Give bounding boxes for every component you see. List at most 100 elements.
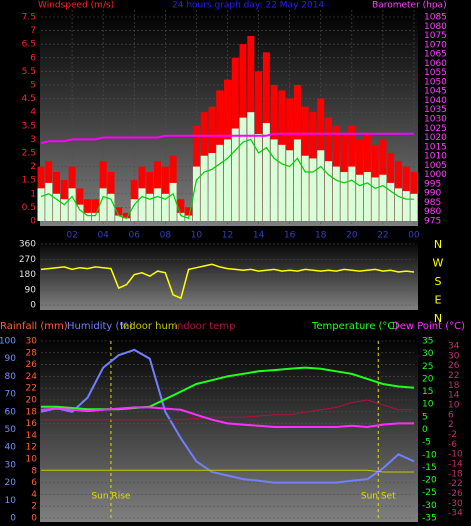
y-tick-label: -14 (448, 459, 463, 469)
y-tick-label: 1025 (424, 124, 447, 134)
bar (84, 212, 92, 221)
bar (53, 193, 61, 221)
bar (169, 182, 177, 221)
y-axis-label: Windspeed (m/s) (38, 1, 114, 11)
y-tick-label: 3.5 (22, 121, 36, 131)
y-tick-label: 6 (30, 53, 36, 63)
y-tick-label: 14 (448, 391, 460, 401)
compass-label: S (435, 275, 442, 288)
y-tick-label: 22 (26, 384, 37, 394)
x-tick-label: 12 (222, 231, 233, 241)
line (40, 132, 414, 145)
y-tick-label: 30 (448, 351, 460, 361)
y-tick-label: -10 (422, 450, 437, 460)
y-tick-label: 1045 (424, 87, 447, 97)
y-tick-label: 1000 (424, 170, 447, 180)
y2-axis-label: Barometer (hpa) (372, 1, 447, 11)
bar (325, 161, 333, 221)
y-tick-label: 3 (30, 135, 36, 145)
y-tick-label: 2 (30, 162, 36, 172)
y-tick-label: -10 (448, 450, 463, 460)
bar (239, 117, 247, 221)
x-tick-label: 06 (129, 231, 141, 241)
bar (161, 193, 169, 221)
y-tick-label: 7 (30, 26, 36, 36)
annotation: Sun Rise (91, 492, 130, 502)
line (41, 399, 414, 421)
y-tick-label: 6.5 (22, 40, 36, 50)
y-tick-label: 22 (448, 371, 459, 381)
y-tick-label: -34 (448, 509, 463, 519)
legend-entry: Dew Point (°C) (392, 321, 465, 332)
x-tick-label: 02 (66, 231, 77, 241)
y-tick-label: 1050 (424, 77, 447, 87)
bar (177, 212, 185, 221)
bar (45, 182, 53, 221)
x-tick-label: 04 (97, 231, 109, 241)
y-tick-label: 20 (422, 374, 434, 384)
compass-label: N (434, 238, 442, 251)
y-tick-label: -20 (422, 476, 437, 486)
y-tick-label: 1040 (424, 96, 447, 106)
x-tick-label: 16 (284, 231, 296, 241)
bar (84, 199, 92, 221)
bar (91, 212, 99, 221)
y-tick-label: 14 (26, 431, 38, 441)
y-tick-label: 30 (26, 337, 38, 347)
y-tick-label: 180 (19, 270, 36, 280)
y-tick-label: 10 (422, 400, 434, 410)
bar (402, 191, 410, 221)
y-tick-label: 70 (5, 390, 17, 400)
y-tick-label: 360 (19, 240, 36, 250)
bar (192, 166, 200, 221)
y-tick-label: -22 (448, 479, 463, 489)
y-tick-label: 0 (30, 301, 36, 311)
x-tick-label: 14 (253, 231, 265, 241)
bar (208, 153, 216, 221)
chart-title: 24 hours graph day: 22 May 2014 (172, 1, 324, 11)
bar (115, 215, 123, 221)
line (40, 406, 414, 429)
y-tick-label: 1080 (424, 22, 447, 32)
y-tick-label: 990 (424, 189, 441, 199)
bar (60, 199, 68, 221)
bar (278, 144, 286, 221)
y-tick-label: 6 (31, 478, 37, 488)
y-tick-label: 980 (424, 207, 441, 217)
y-tick-label: 5.5 (22, 67, 36, 77)
y-tick-label: 10 (448, 400, 460, 410)
legend-entry: Humidity (%) (67, 321, 133, 332)
bar (177, 199, 185, 221)
y-tick-label: 60 (5, 407, 17, 417)
legend-entry: Indoor temp (174, 321, 235, 332)
y-tick-label: -5 (422, 438, 431, 448)
bar (387, 182, 395, 221)
y-tick-label: 1020 (424, 133, 447, 143)
y-tick-label: -35 (422, 514, 437, 523)
y-tick-label: 985 (424, 198, 441, 208)
bar (332, 166, 340, 221)
y-tick-label: 0 (30, 217, 36, 227)
y-tick-label: 1030 (424, 115, 447, 125)
y-tick-label: 1 (30, 189, 36, 199)
line (40, 138, 414, 220)
compass-label: E (435, 294, 442, 307)
y-tick-label: 34 (448, 341, 460, 351)
y-tick-label: 50 (5, 425, 17, 435)
x-tick-label: 20 (346, 231, 358, 241)
x-tick-label: 10 (191, 231, 203, 241)
y-tick-label: 25 (422, 362, 433, 372)
bar (356, 174, 364, 221)
y-tick-label: 40 (5, 443, 17, 453)
y-tick-label: 8 (31, 466, 37, 476)
y-tick-label: 1010 (424, 152, 447, 162)
y-tick-label: 18 (26, 407, 38, 417)
bar (371, 177, 379, 221)
x-tick-label: 00 (408, 231, 420, 241)
bar (37, 188, 45, 221)
bar (122, 212, 130, 221)
y-tick-label: 2.5 (22, 149, 36, 159)
y-tick-label: 1065 (424, 50, 447, 60)
y-tick-label: -30 (448, 499, 463, 509)
